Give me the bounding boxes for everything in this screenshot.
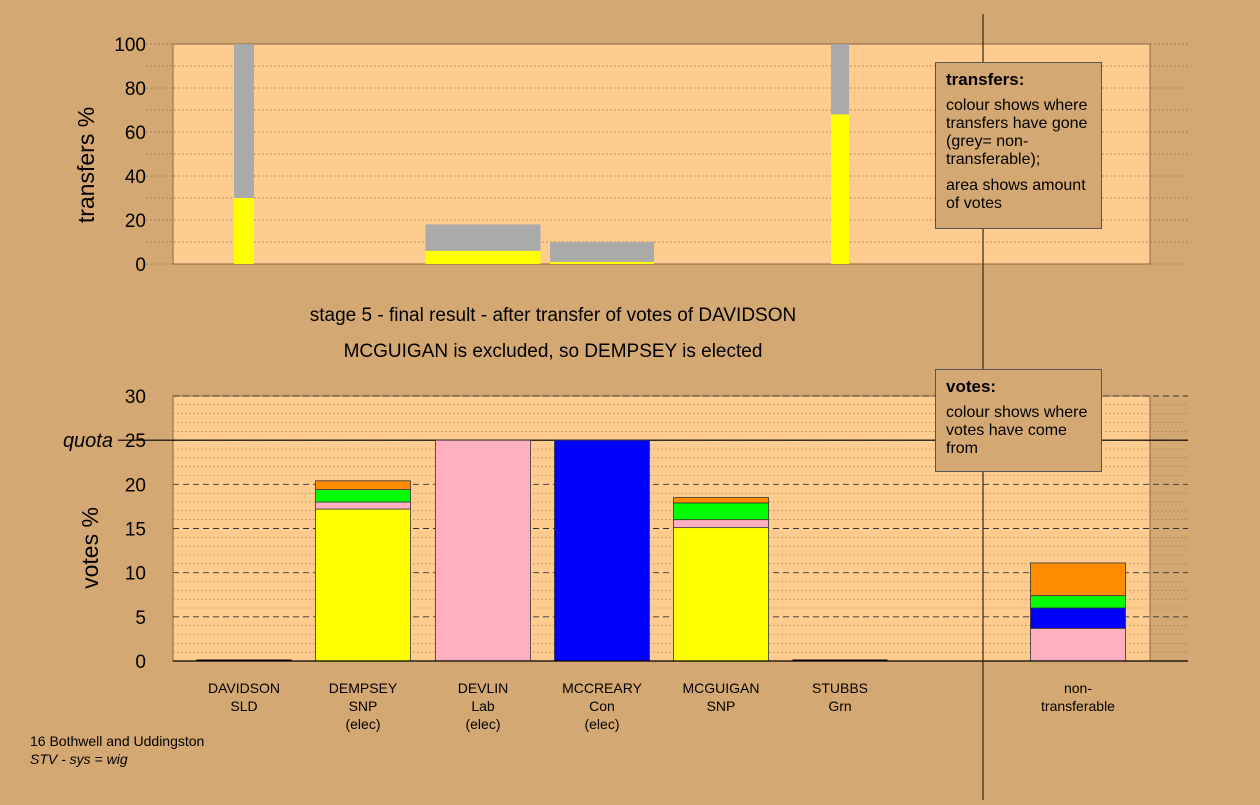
candidate-label: DEVLIN <box>458 680 509 696</box>
transfers-y-axis-title: transfers % <box>73 107 99 223</box>
candidate-label: SLD <box>230 698 257 714</box>
stage-caption: stage 5 - final result - after transfer … <box>309 305 797 326</box>
votes-bar-segment <box>1030 562 1126 597</box>
transfers-legend-title: transfers: <box>946 70 1025 89</box>
votes-bar-segment <box>673 527 769 662</box>
candidate-label: transferable <box>1041 698 1115 714</box>
votes-bar-segment <box>435 439 531 662</box>
candidate-label: DAVIDSON <box>208 680 280 696</box>
votes-y-tick-label: 30 <box>125 387 146 408</box>
transfers-y-tick-label: 60 <box>125 123 146 144</box>
votes-bar-segment <box>673 519 769 529</box>
votes-y-tick-label: 25 <box>125 431 146 452</box>
votes-y-tick-label: 5 <box>135 608 146 629</box>
votes-y-tick-label: 10 <box>125 564 146 585</box>
transfers-bar-segment <box>831 114 849 265</box>
votes-bar-segment <box>673 502 769 521</box>
constituency-label: 16 Bothwell and Uddingston <box>30 733 205 749</box>
votes-y-tick-label: 15 <box>125 520 146 541</box>
transfers-bar-segment <box>831 44 849 115</box>
transfers-legend-text: colour shows where transfers have gone (… <box>946 97 1088 168</box>
transfers-y-tick-label: 80 <box>125 79 146 100</box>
candidate-label: Grn <box>828 698 851 714</box>
votes-bar-segment <box>1030 627 1126 662</box>
transfers-y-tick-label: 20 <box>125 211 146 232</box>
votes-y-tick-label: 20 <box>125 475 146 496</box>
transfers-bar-segment <box>234 44 254 198</box>
votes-bar-segment <box>315 508 411 662</box>
votes-bar-segment <box>673 497 769 504</box>
transfers-bar-segment <box>425 224 541 251</box>
transfers-bar-segment <box>425 250 541 264</box>
candidate-label: DEMPSEY <box>329 680 398 696</box>
transfers-y-tick-label: 40 <box>125 167 146 188</box>
votes-bar-segment <box>1030 607 1126 629</box>
votes-bar-segment <box>315 480 411 491</box>
votes-bar-segment <box>554 439 650 662</box>
transfers-bar-segment <box>550 242 654 262</box>
votes-legend-title: votes: <box>946 377 997 396</box>
transfers-legend: transfers: colour shows where transfers … <box>935 62 1102 229</box>
candidate-label: Con <box>589 698 615 714</box>
candidate-label: SNP <box>349 698 378 714</box>
candidate-label: (elec) <box>584 716 619 732</box>
votes-y-tick-label: 0 <box>135 652 146 673</box>
candidate-label: MCCREARY <box>562 680 643 696</box>
candidate-label: SNP <box>707 698 736 714</box>
candidate-label: non- <box>1064 680 1092 696</box>
votes-bar-segment <box>315 489 411 503</box>
transfers-legend-area-text: area shows amount of votes <box>946 177 1086 212</box>
candidate-label: Lab <box>471 698 495 714</box>
candidate-label: STUBBS <box>812 680 868 696</box>
transfers-y-tick-label: 0 <box>135 255 146 276</box>
votes-bar-segment <box>1030 595 1126 609</box>
system-label: STV - sys = wig <box>30 751 128 767</box>
votes-legend: votes: colour shows where votes have com… <box>935 369 1102 472</box>
transfers-y-tick-label: 100 <box>114 35 146 56</box>
transfers-bar-segment <box>234 198 254 264</box>
candidate-label: (elec) <box>345 716 380 732</box>
votes-legend-text: colour shows where votes have come from <box>946 404 1088 457</box>
transfers-bar-segment <box>550 261 654 264</box>
result-caption: MCGUIGAN is excluded, so DEMPSEY is elec… <box>343 341 763 362</box>
votes-y-axis-title: votes % <box>77 507 103 589</box>
quota-label: quota <box>63 430 113 452</box>
candidate-label: (elec) <box>465 716 500 732</box>
votes-bar-segment <box>315 501 411 510</box>
candidate-label: MCGUIGAN <box>683 680 760 696</box>
